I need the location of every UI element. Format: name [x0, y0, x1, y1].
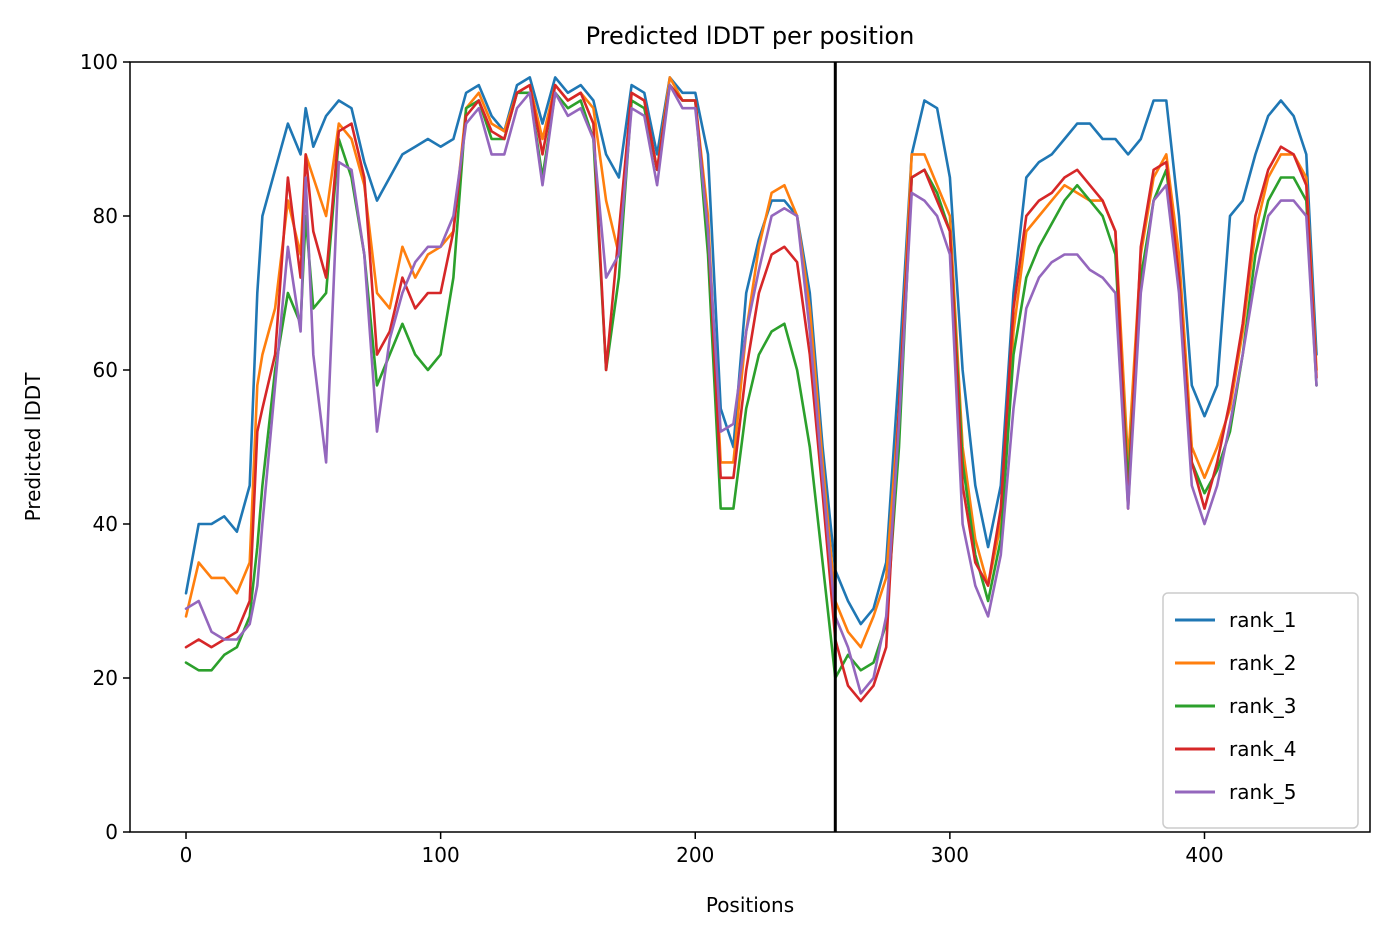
- plot-frame: [129, 61, 1371, 833]
- x-tick-label: 300: [931, 843, 969, 867]
- chart-title: Predicted lDDT per position: [586, 22, 915, 50]
- legend-box: [1162, 592, 1359, 829]
- series-line-rank_2: [184, 76, 1318, 649]
- legend-label-rank_1: rank_1: [1229, 608, 1296, 632]
- series-line-rank_4: [184, 83, 1318, 703]
- x-tick-label: 200: [676, 843, 714, 867]
- legend-label-rank_4: rank_4: [1229, 737, 1296, 761]
- series-line-rank_1: [184, 76, 1318, 626]
- series-line-rank_5: [184, 83, 1318, 695]
- y-tick-label: 40: [93, 512, 118, 536]
- y-tick-label: 100: [80, 50, 118, 74]
- plot-area: [184, 62, 1318, 832]
- series-line-rank_3: [184, 83, 1318, 680]
- y-tick-label: 60: [93, 358, 118, 382]
- legend-label-rank_5: rank_5: [1229, 780, 1296, 804]
- legend: rank_1 rank_2 rank_3 rank_4 rank_5: [1162, 592, 1359, 829]
- y-tick-label: 20: [93, 666, 118, 690]
- x-axis-title: Positions: [706, 893, 794, 917]
- x-tick-label: 400: [1185, 843, 1223, 867]
- y-tick-label: 0: [105, 820, 118, 844]
- x-tick-label: 0: [180, 843, 193, 867]
- axis-ticks: 0 100 200 300 400 0 20 40 60 80 100: [80, 50, 1224, 867]
- y-axis-title: Predicted lDDT: [21, 372, 45, 522]
- legend-label-rank_3: rank_3: [1229, 694, 1296, 718]
- legend-label-rank_2: rank_2: [1229, 651, 1296, 675]
- y-tick-label: 80: [93, 204, 118, 228]
- x-tick-label: 100: [422, 843, 460, 867]
